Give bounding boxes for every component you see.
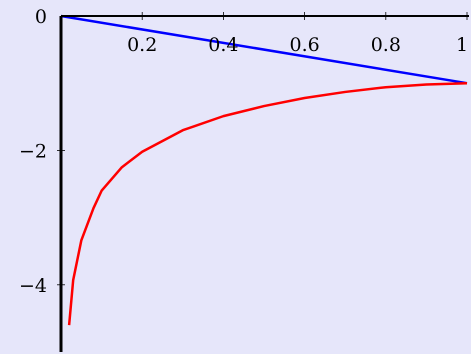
ticks-layer: 0.2 0.4 0.6 0.8 1 0 −2 −4 [19,6,468,297]
series-layer [60,14,468,326]
x-tick-label: 0.4 [208,34,238,56]
x-tick-label: 0.8 [371,34,401,56]
y-tick-label: 0 [35,6,47,28]
y-tick-label: −4 [19,275,47,297]
series-line-1 [67,81,468,326]
axes-layer [59,15,469,352]
x-tick-label: 1 [456,34,468,56]
y-tick-label: −2 [19,140,47,162]
x-tick-label: 0.2 [127,34,157,56]
series-line-0 [60,14,468,85]
x-tick-label: 0.6 [289,34,319,56]
